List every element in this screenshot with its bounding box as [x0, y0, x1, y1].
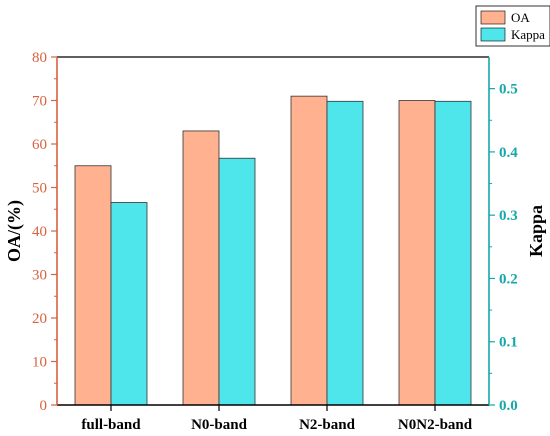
y-left-tick-label-60: 60 [32, 137, 47, 153]
y-left-tick-label-30: 30 [32, 268, 47, 284]
y-right-tick-label-0.2: 0.2 [499, 271, 518, 287]
legend-swatch-oa [480, 10, 506, 25]
bar-kappa-N2-band [326, 100, 364, 406]
y-right-tick-label-0.1: 0.1 [499, 335, 518, 351]
y-left-tick-label-70: 70 [32, 94, 47, 110]
bar-kappa-N0N2-band [434, 100, 472, 406]
y-left-tick-label-10: 10 [32, 355, 47, 371]
bar-kappa-N0-band [218, 157, 256, 406]
legend-swatch-kappa [480, 27, 506, 42]
bars-group [74, 95, 472, 406]
y-left-tick-label-50: 50 [32, 181, 47, 197]
x-tick-label-N2-band: N2-band [299, 417, 356, 433]
bar-kappa-full-band [110, 202, 148, 406]
bar-oa-N2-band [290, 95, 328, 406]
bar-oa-N0N2-band [398, 100, 436, 406]
bar-oa-N0-band [182, 130, 220, 406]
legend: OA Kappa [475, 5, 550, 47]
legend-label-oa: OA [511, 10, 530, 25]
y-axis-left-title: OA/(%) [4, 200, 25, 262]
x-tick-label-full-band: full-band [81, 417, 141, 433]
axes-group: full-band N0-band N2-band N0N2-band 0 10 20 30 4… [32, 50, 518, 433]
y-right-tick-label-0.4: 0.4 [499, 145, 518, 161]
y-left-tick-label-0: 0 [40, 398, 48, 414]
y-right-tick-label-0.0: 0.0 [499, 398, 518, 414]
legend-label-kappa: Kappa [511, 27, 545, 42]
y-left-tick-label-80: 80 [32, 50, 47, 66]
x-tick-label-N0N2-band: N0N2-band [398, 417, 473, 433]
y-left-tick-label-40: 40 [32, 224, 47, 240]
x-tick-label-N0-band: N0-band [191, 417, 248, 433]
y-right-tick-label-0.3: 0.3 [499, 208, 518, 224]
y-left-tick-label-20: 20 [32, 311, 47, 327]
y-axis-right-title: Kappa [526, 205, 546, 257]
bar-oa-full-band [74, 165, 112, 406]
y-right-tick-label-0.5: 0.5 [499, 82, 518, 98]
